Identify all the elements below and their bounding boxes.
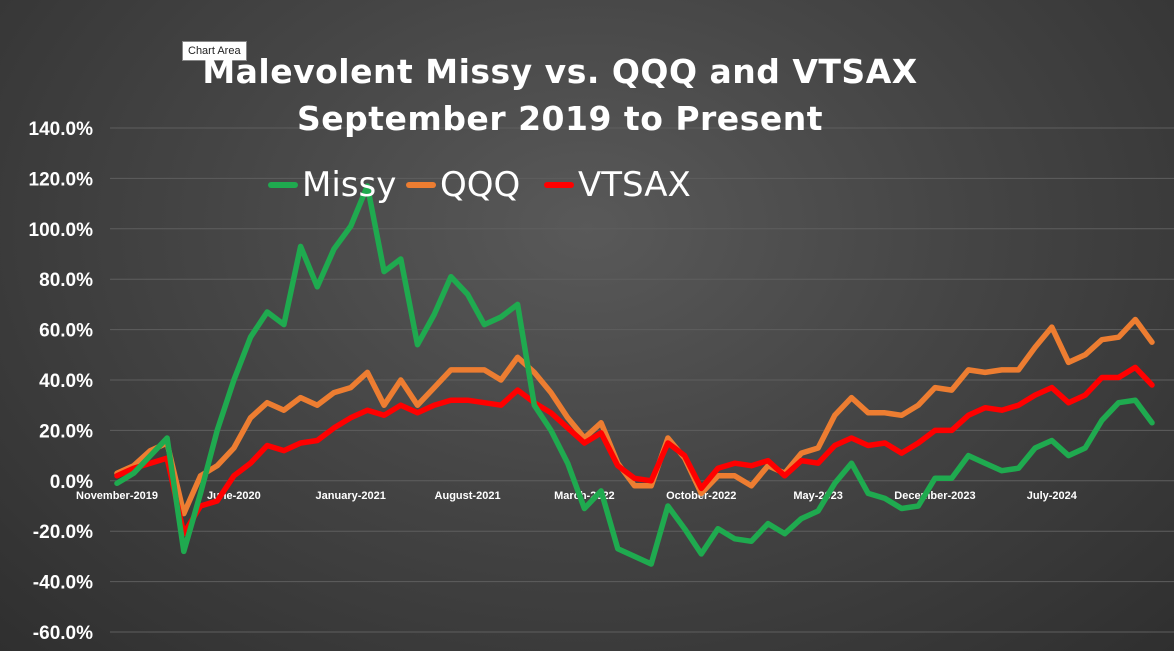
legend-label-qqq: QQQ [440, 165, 521, 205]
series-line-qqq [114, 316, 1155, 517]
y-tick-label: 40.0% [39, 371, 93, 392]
x-tick-label: August-2021 [435, 490, 501, 502]
series-line-missy [114, 183, 1155, 567]
y-axis-tick-labels: -60.0% -40.0% -20.0% 0.0% 20.0% 40.0% 60.0% 80.… [29, 119, 94, 644]
chart-area-tooltip: Chart Area [182, 41, 247, 61]
legend-swatch-missy [268, 182, 298, 188]
x-tick-label: July-2024 [1027, 490, 1078, 502]
y-tick-label: 100.0% [29, 220, 94, 241]
legend-item-qqq[interactable]: QQQ [406, 165, 520, 205]
series-lines [114, 183, 1155, 567]
y-tick-label: -40.0% [33, 573, 93, 594]
legend-item-vtsax[interactable]: VTSAX [544, 165, 691, 205]
legend-label-missy: Missy [302, 165, 397, 205]
x-tick-label: December-2023 [894, 490, 975, 502]
y-tick-label: 120.0% [29, 169, 94, 190]
legend-item-missy[interactable]: Missy [268, 165, 396, 205]
legend-swatch-vtsax [544, 182, 574, 188]
y-tick-label: 140.0% [29, 119, 94, 140]
x-tick-label: January-2021 [316, 490, 386, 502]
y-tick-label: -60.0% [33, 623, 93, 644]
y-tick-label: 20.0% [39, 421, 93, 442]
x-tick-label: November-2019 [76, 490, 158, 502]
x-tick-label: May-2023 [793, 490, 843, 502]
series-line-vtsax [114, 364, 1155, 537]
chart-title: Malevolent Missy vs. QQQ and VTSAX [202, 52, 918, 91]
legend-label-vtsax: VTSAX [578, 165, 691, 205]
chart-subtitle: September 2019 to Present [297, 99, 823, 138]
y-tick-label: 60.0% [39, 321, 93, 342]
x-axis-tick-labels: November-2019 June-2020 January-2021 August… [76, 490, 1078, 502]
gridlines [110, 127, 1174, 633]
y-tick-label: 80.0% [39, 270, 93, 291]
y-tick-label: -20.0% [33, 522, 93, 543]
y-tick-label: 0.0% [50, 472, 93, 493]
legend-swatch-qqq [406, 182, 436, 188]
